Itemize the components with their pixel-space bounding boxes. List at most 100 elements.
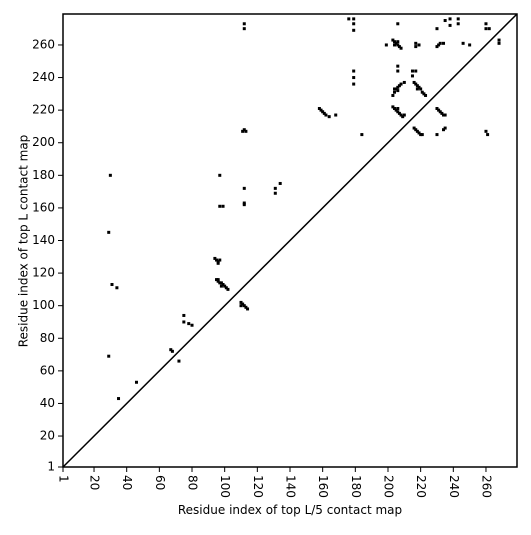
contact-point (448, 23, 452, 27)
contact-point (115, 286, 119, 290)
contact-point (487, 27, 491, 31)
x-tick-label: 100 (218, 475, 232, 498)
contact-point (239, 304, 243, 308)
contact-point (216, 278, 220, 282)
contact-point (414, 82, 418, 86)
contact-point (484, 22, 488, 26)
contact-point (216, 260, 220, 264)
y-tick-label: 40 (40, 396, 55, 410)
contact-point (397, 45, 401, 49)
contact-point (414, 41, 418, 45)
contact-point (396, 64, 400, 68)
contact-point (417, 43, 421, 47)
contact-point (497, 38, 501, 42)
contact-point (182, 313, 186, 317)
contact-point (419, 87, 423, 91)
y-tick-label: 260 (32, 37, 55, 51)
contact-point (219, 281, 223, 285)
contact-point (393, 107, 397, 111)
contact-point (242, 203, 246, 207)
y-tick-label: 1 (47, 460, 55, 474)
contact-point (399, 82, 403, 86)
contact-point (393, 87, 397, 91)
contact-point (393, 40, 397, 44)
contact-point (352, 69, 356, 73)
contact-point (468, 43, 472, 47)
x-tick-label: 240 (447, 475, 461, 498)
contact-point (216, 279, 220, 283)
contact-point (221, 282, 225, 286)
x-tick-label: 120 (251, 475, 265, 498)
contact-point (218, 281, 222, 285)
contact-point (242, 186, 246, 190)
contact-point (278, 181, 282, 185)
contact-point (442, 128, 446, 132)
contact-point (215, 258, 219, 262)
x-tick-label: 40 (120, 475, 134, 490)
y-tick-label: 20 (40, 429, 55, 443)
contact-point (394, 41, 398, 45)
contact-point (397, 84, 401, 88)
x-tick-label: 260 (479, 475, 493, 498)
contact-point (422, 92, 426, 96)
diagonal-line (62, 13, 518, 468)
contact-point (352, 22, 356, 26)
y-tick-label: 80 (40, 331, 55, 345)
contact-point (219, 284, 223, 288)
contact-point (448, 17, 452, 21)
contact-point (239, 300, 243, 304)
contact-point (319, 108, 323, 112)
contact-point (412, 80, 416, 84)
contact-point (443, 19, 447, 23)
y-tick-label: 100 (32, 298, 55, 312)
contact-point (437, 43, 441, 47)
y-axis-label: Residue index of top L contact map (17, 135, 31, 348)
y-tick-label: 60 (40, 363, 55, 377)
contact-point (410, 69, 414, 73)
contact-point (414, 128, 418, 132)
contact-point (187, 322, 191, 326)
contact-point (438, 41, 442, 45)
contact-point (391, 105, 395, 109)
contact-point (420, 90, 424, 94)
contact-point (273, 186, 277, 190)
contact-point (401, 115, 405, 119)
contact-point (424, 93, 428, 97)
contact-point (242, 27, 246, 31)
contact-point (456, 17, 460, 21)
contact-point (244, 305, 248, 309)
y-tick-label: 220 (32, 103, 55, 117)
contact-point (442, 41, 446, 45)
contact-point (170, 349, 174, 353)
contact-point (242, 201, 246, 205)
contact-point (440, 111, 444, 115)
contact-point (215, 278, 219, 282)
x-tick-label: 20 (88, 475, 102, 490)
contact-point (443, 113, 447, 117)
contact-point (391, 38, 395, 42)
contact-point (437, 108, 441, 112)
contact-point (242, 22, 246, 26)
contact-point (169, 348, 173, 352)
contact-point (397, 111, 401, 115)
contact-point (415, 84, 419, 88)
contact-point (435, 133, 439, 137)
contact-point (241, 302, 245, 306)
contact-point (484, 129, 488, 133)
contact-point (321, 110, 325, 114)
contact-point (177, 359, 181, 363)
contact-point (226, 287, 230, 291)
x-tick-label: 140 (284, 475, 298, 498)
x-tick-label: 60 (153, 475, 167, 490)
contact-point (352, 76, 356, 80)
contact-point (412, 126, 416, 130)
y-tick-label: 120 (32, 266, 55, 280)
contact-point (486, 133, 490, 137)
contact-point (246, 307, 250, 311)
contact-point (420, 133, 424, 137)
contact-point (497, 41, 501, 45)
contact-point (396, 69, 400, 73)
contact-point (396, 22, 400, 26)
contact-point (134, 380, 138, 384)
contact-point (435, 107, 439, 111)
